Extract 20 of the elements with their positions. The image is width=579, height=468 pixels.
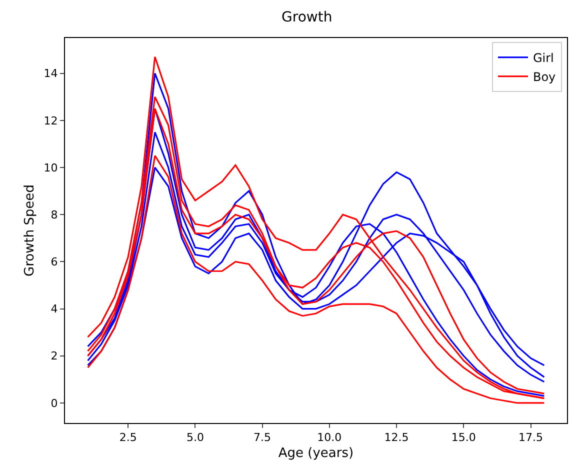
y-tick-label: 4 — [50, 302, 58, 316]
chart-title: Growth — [282, 10, 332, 26]
y-tick-label: 14 — [44, 67, 58, 80]
legend-label: Boy — [532, 70, 556, 84]
x-tick-label: 7.5 — [254, 431, 272, 444]
x-tick-label: 12.5 — [384, 431, 409, 444]
y-tick-label: 6 — [50, 256, 58, 269]
y-tick-label: 12 — [44, 114, 58, 128]
y-tick-label: 8 — [50, 208, 58, 222]
legend-label: Girl — [532, 51, 554, 66]
x-tick-label: 17.5 — [518, 431, 544, 444]
y-axis-title: Growth Speed — [22, 184, 38, 276]
x-tick-label: 2.5 — [119, 431, 137, 444]
x-axis-title: Age (years) — [278, 446, 354, 461]
x-tick-label: 5.0 — [186, 431, 204, 444]
y-tick-label: 0 — [50, 396, 58, 410]
x-tick-label: 10.0 — [317, 431, 342, 444]
y-tick-label: 2 — [50, 350, 58, 363]
x-tick-label: 15.0 — [451, 431, 476, 444]
y-tick-label: 10 — [44, 161, 58, 174]
